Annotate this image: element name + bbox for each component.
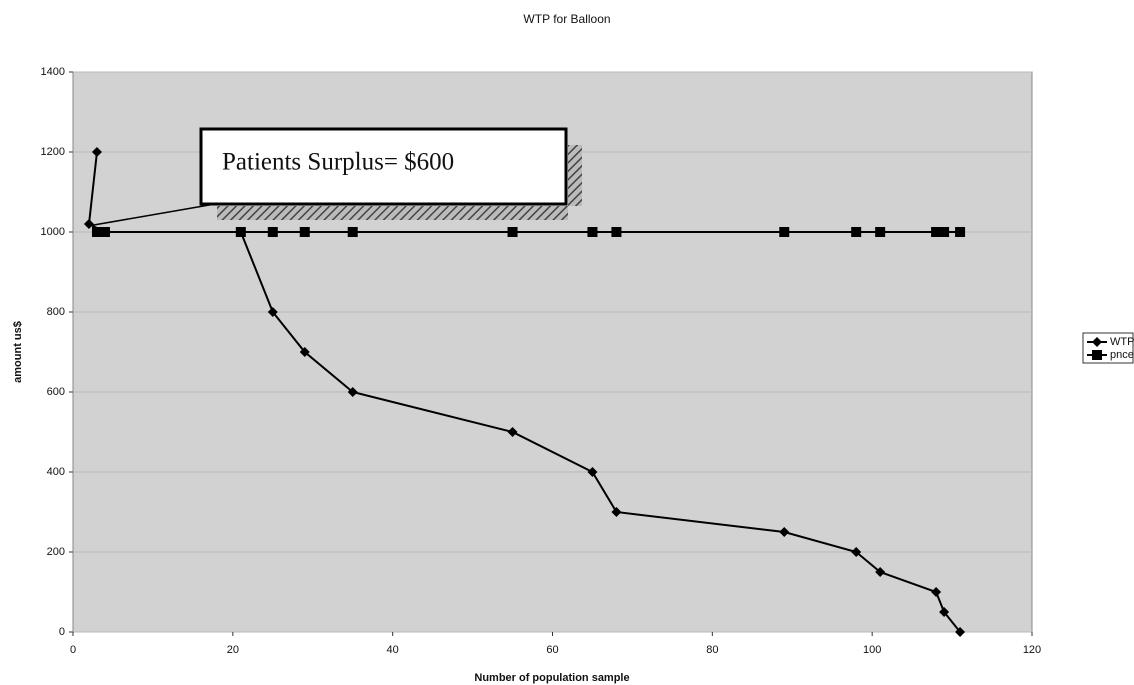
square-marker (99, 227, 110, 237)
legend-box (1082, 332, 1134, 364)
diamond-marker (267, 307, 278, 317)
diamond-marker (507, 427, 518, 437)
square-marker (267, 227, 278, 237)
square-marker (939, 227, 950, 237)
y-tick-label: 1000 (41, 226, 65, 238)
x-tick-label: 40 (387, 644, 399, 656)
diamond-marker (931, 587, 942, 597)
y-tick-label: 200 (47, 546, 65, 558)
y-tick-label: 800 (47, 306, 65, 318)
square-marker (875, 227, 886, 237)
square-marker (955, 227, 966, 237)
y-tick-label: 1200 (41, 146, 65, 158)
x-tick-label: 0 (70, 644, 76, 656)
x-axis-label: Number of population sample (474, 672, 629, 684)
diamond-marker (299, 347, 310, 357)
annotation: Patients Surplus= $600 (87, 127, 582, 227)
annotation-shadow (217, 145, 582, 220)
square-marker (507, 227, 518, 237)
diamond-marker (611, 507, 622, 517)
y-tick-label: 400 (47, 466, 65, 478)
y-tick-label: 1400 (41, 66, 65, 78)
diamond-marker (91, 147, 102, 157)
x-tick-label: 120 (1023, 644, 1041, 656)
x-tick-label: 100 (863, 644, 881, 656)
diamond-marker (851, 547, 862, 557)
diamond-marker (875, 567, 886, 577)
legend-marker (1092, 350, 1102, 360)
square-marker (235, 227, 246, 237)
square-marker (931, 227, 942, 237)
diamond-marker (955, 627, 966, 637)
y-tick-label: 0 (59, 626, 65, 638)
x-tick-label: 60 (546, 644, 558, 656)
square-marker (851, 227, 862, 237)
legend-marker (1092, 337, 1102, 347)
square-marker (299, 227, 310, 237)
y-tick-label: 600 (47, 386, 65, 398)
chart-title: WTP for Balloon (523, 12, 610, 26)
annotation-text: Patients Surplus= $600 (222, 149, 454, 176)
diamond-marker (83, 219, 94, 229)
legend-label: pnce (1110, 349, 1134, 361)
diamond-marker (587, 467, 598, 477)
square-marker (347, 227, 358, 237)
y-axis-label: amount us$ (12, 321, 24, 383)
x-tick-label: 80 (706, 644, 718, 656)
callout-line (87, 203, 216, 227)
square-marker (779, 227, 790, 237)
diamond-marker (347, 387, 358, 397)
x-tick-label: 20 (227, 644, 239, 656)
square-marker (611, 227, 622, 237)
diamond-marker (939, 607, 950, 617)
diamond-marker (779, 527, 790, 537)
legend-label: WTP (1110, 336, 1134, 348)
square-marker (587, 227, 598, 237)
square-marker (91, 227, 102, 237)
annotation-box (199, 127, 568, 206)
